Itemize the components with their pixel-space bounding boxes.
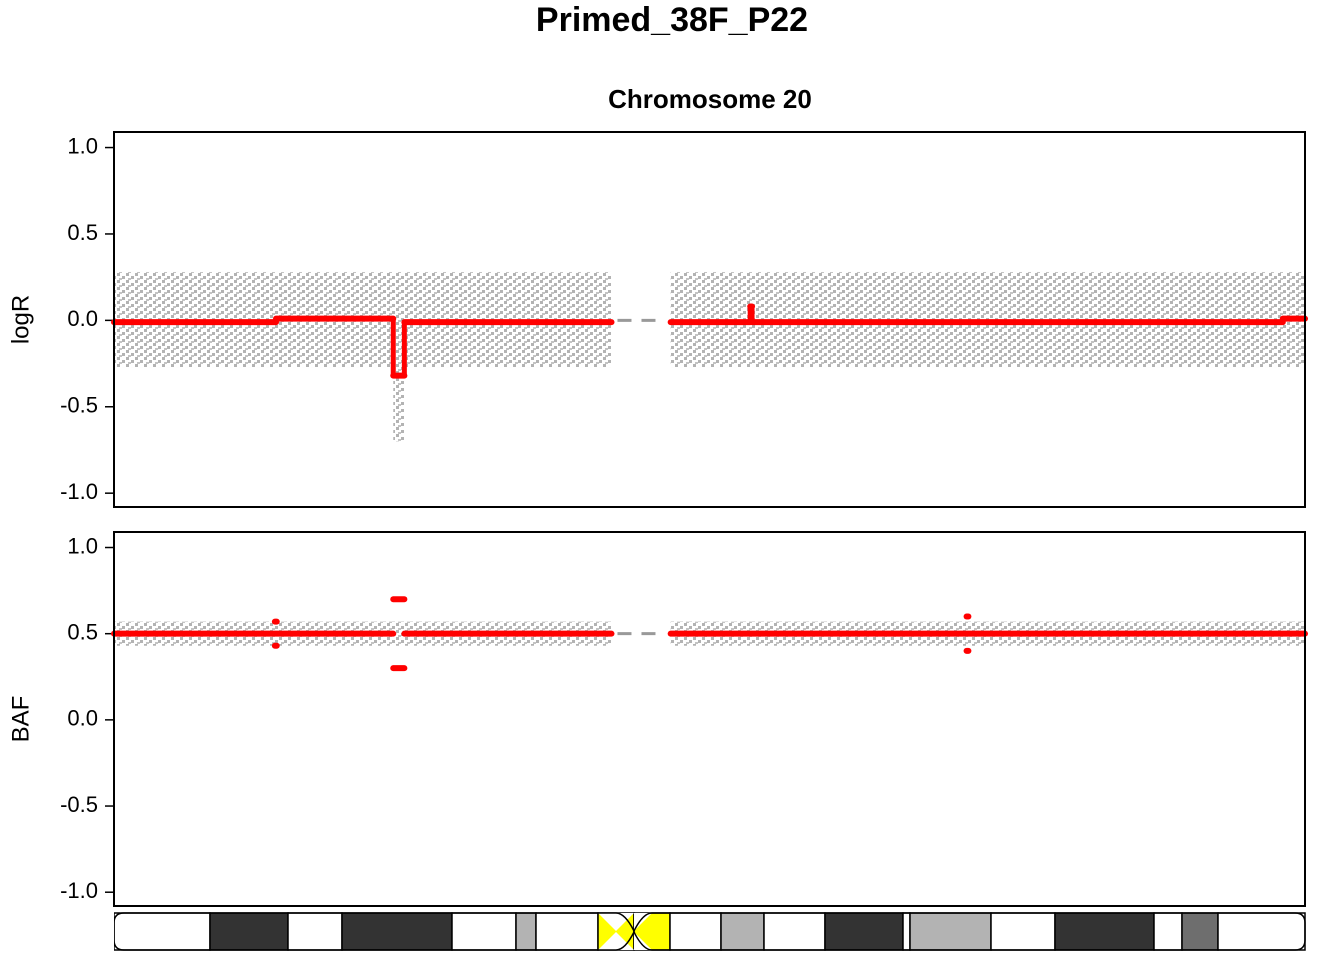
y-axis-label: BAF xyxy=(7,696,34,743)
point-band xyxy=(393,337,405,442)
ideogram-band xyxy=(909,912,992,951)
ideogram-band xyxy=(669,912,722,951)
ideogram-band xyxy=(535,912,599,951)
ideogram-band xyxy=(902,912,911,951)
corner-mask xyxy=(110,910,114,952)
y-tick-label: -1.0 xyxy=(60,878,98,903)
ideogram-band xyxy=(990,912,1056,951)
ideogram-band xyxy=(341,912,453,951)
y-tick-label: 0.0 xyxy=(67,306,98,331)
ideogram-band xyxy=(209,912,289,951)
y-axis-label: logR xyxy=(7,295,34,344)
y-tick-label: 0.5 xyxy=(67,619,98,644)
y-tick-label: 1.0 xyxy=(67,133,98,158)
ideogram-band xyxy=(763,912,826,951)
ideogram-band xyxy=(287,912,343,951)
ideogram-band xyxy=(1054,912,1155,951)
ideogram-band xyxy=(451,912,517,951)
ideogram-band xyxy=(1181,912,1219,951)
ideogram-outline xyxy=(113,912,1306,951)
chart-subtitle: Chromosome 20 xyxy=(608,84,812,114)
chart-title: Primed_38F_P22 xyxy=(536,1,808,39)
plot-frame xyxy=(113,131,1306,508)
centromere-mask xyxy=(598,913,634,950)
plot-frame xyxy=(113,531,1306,907)
y-tick-label: 0.5 xyxy=(67,220,98,245)
y-tick-label: 1.0 xyxy=(67,533,98,558)
y-tick-label: -0.5 xyxy=(60,792,98,817)
y-tick-label: -1.0 xyxy=(60,479,98,504)
y-tick-label: -0.5 xyxy=(60,393,98,418)
ideogram-band xyxy=(113,912,211,951)
y-tick-label: 0.0 xyxy=(67,706,98,731)
ideogram xyxy=(110,910,1306,952)
ideogram-band xyxy=(1217,912,1306,951)
ideogram-band xyxy=(1153,912,1183,951)
ideogram-band xyxy=(824,912,904,951)
ideogram-band xyxy=(515,912,537,951)
ideogram-band xyxy=(720,912,765,951)
